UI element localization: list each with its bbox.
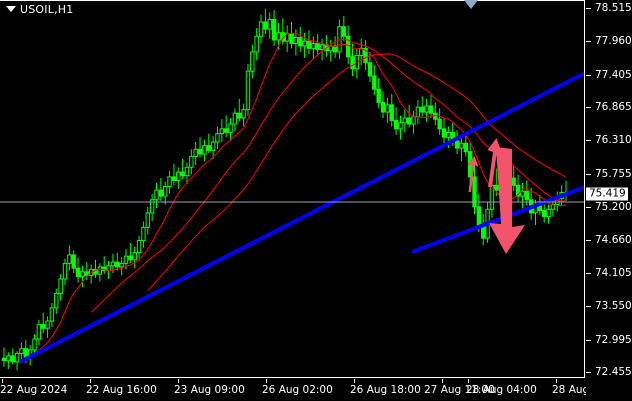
small-up-arrow <box>468 156 479 192</box>
time-axis-label: 26 Aug 02:00 <box>262 384 333 396</box>
current-price-tag: 75.419 <box>586 187 628 201</box>
price-axis-label: 76.310 <box>595 134 632 147</box>
time-tick <box>556 379 557 383</box>
moving-average-lines <box>38 32 567 351</box>
time-axis-label: 27 Aug 11:00 <box>424 384 495 396</box>
price-axis-label: 75.200 <box>595 201 632 214</box>
price-axis-label: 74.660 <box>595 233 632 246</box>
price-axis-label: 72.455 <box>595 366 632 378</box>
price-tick <box>586 339 591 341</box>
price-tick <box>586 74 591 76</box>
time-axis-label: 23 Aug 09:00 <box>174 384 245 396</box>
price-tick <box>586 41 591 43</box>
price-axis[interactable]: 78.515 77.960 77.405 76.865 76.310 75.755 75.2… <box>586 0 632 401</box>
time-axis-label: 26 Aug 18:00 <box>350 384 421 396</box>
price-axis-label: 76.865 <box>595 101 632 114</box>
chart-canvas <box>0 8 584 371</box>
time-tick <box>354 379 355 383</box>
time-tick <box>442 379 443 383</box>
price-tick <box>586 173 591 175</box>
price-tick <box>586 207 591 209</box>
price-tick <box>586 239 591 241</box>
upper-trendline <box>19 71 584 364</box>
time-tick <box>266 379 267 383</box>
time-axis-label: 22 Aug 2024 <box>0 384 68 396</box>
large-down-arrow <box>489 147 525 254</box>
price-tick <box>586 8 591 9</box>
time-tick <box>468 379 469 383</box>
down-triangle-marker-icon[interactable] <box>464 0 478 9</box>
price-tick <box>586 306 591 308</box>
price-axis-label: 78.515 <box>595 2 632 14</box>
lower-trendline <box>411 185 584 254</box>
price-tick <box>586 272 591 274</box>
time-axis-label: 28 Aug 04:00 <box>466 384 537 396</box>
trendlines <box>19 71 584 364</box>
price-axis-label: 74.105 <box>595 266 632 279</box>
price-axis-label: 75.755 <box>595 167 632 180</box>
price-tick <box>586 372 591 373</box>
chart-plot-area[interactable]: USOIL,H1 <box>0 0 585 378</box>
time-tick <box>2 379 3 383</box>
symbol-text: USOIL,H1 <box>20 3 74 16</box>
time-tick <box>90 379 91 383</box>
forecast-arrow-annotations <box>468 138 525 254</box>
price-axis-label: 72.995 <box>595 333 632 346</box>
price-axis-label: 77.960 <box>595 35 632 48</box>
symbol-label[interactable]: USOIL,H1 <box>6 3 73 16</box>
price-tick <box>586 140 591 142</box>
price-axis-label: 77.405 <box>595 68 632 81</box>
price-axis-label: 73.550 <box>595 300 632 313</box>
time-tick <box>178 379 179 383</box>
time-axis-label: 22 Aug 16:00 <box>86 384 157 396</box>
caret-down-icon[interactable] <box>6 6 16 12</box>
price-tick <box>586 107 591 109</box>
candlestick-series <box>1 8 569 371</box>
time-axis[interactable]: 22 Aug 2024 22 Aug 16:00 23 Aug 09:00 26 Au… <box>0 379 623 401</box>
